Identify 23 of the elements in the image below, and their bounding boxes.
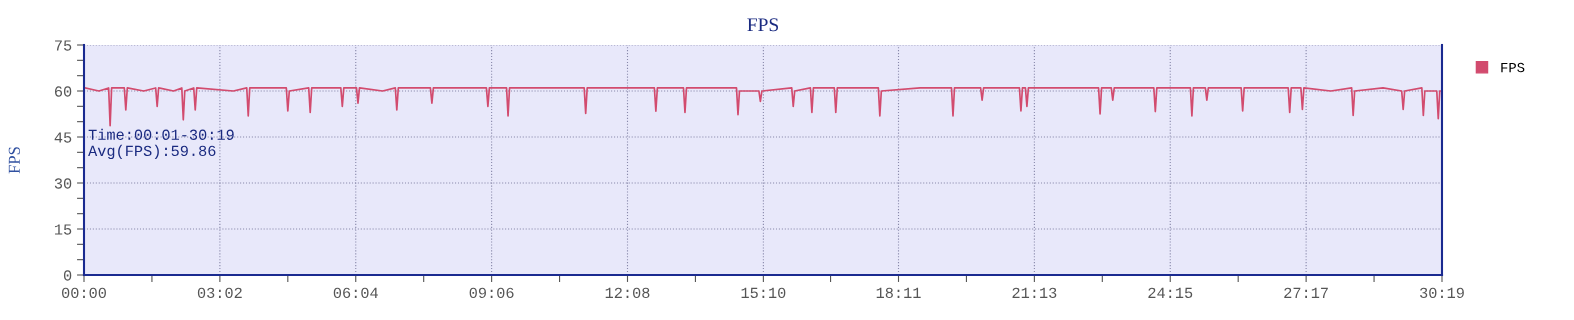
x-tick-label: 18:11 — [876, 287, 921, 299]
x-tick-label: 30:19 — [1420, 287, 1464, 299]
y-tick-label: 60 — [54, 86, 72, 97]
chart-title: FPS — [747, 18, 779, 32]
x-tick-label: 09:06 — [469, 287, 514, 299]
x-tick-label: 12:08 — [605, 287, 650, 299]
y-tick-label: 15 — [54, 224, 72, 235]
x-tick-label: 24:15 — [1148, 287, 1193, 299]
y-tick-label: 75 — [55, 40, 72, 51]
annotation: Time:00:01-30:19 — [88, 128, 234, 140]
x-tick-label: 06:04 — [333, 287, 378, 299]
x-tick-label: 15:10 — [741, 287, 786, 299]
x-tick-label: 00:00 — [62, 287, 106, 299]
annotation: Avg(FPS):59.86 — [88, 144, 216, 160]
x-tick-label: 27:17 — [1284, 287, 1328, 298]
x-tick-label: 21:13 — [1012, 287, 1057, 299]
y-tick-label: 0 — [63, 270, 72, 281]
x-tick-label: 03:02 — [197, 287, 242, 299]
legend-label: FPS — [1501, 62, 1525, 73]
y-axis-title: FPS — [8, 147, 20, 174]
line-series — [84, 87, 1442, 127]
y-tick-label: 45 — [54, 132, 72, 143]
y-tick-label: 30 — [54, 178, 72, 189]
